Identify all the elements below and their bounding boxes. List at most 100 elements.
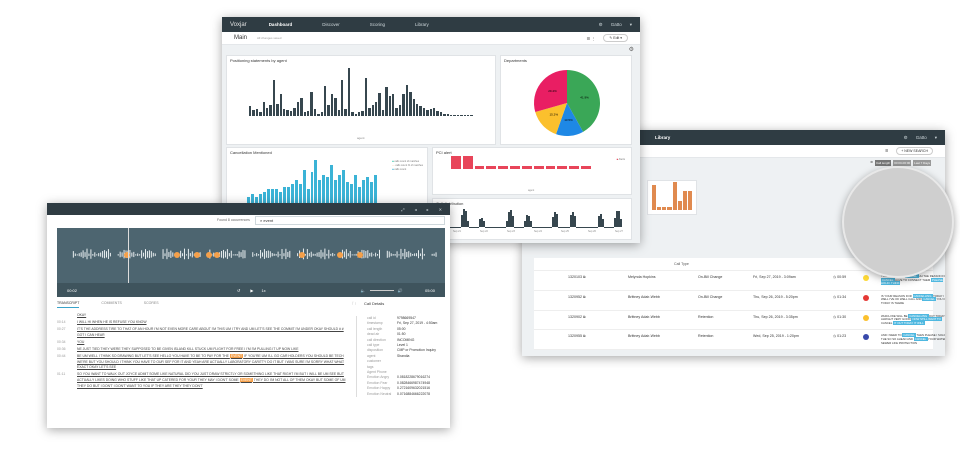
transcript-search-input[interactable]: ⌕ event bbox=[255, 216, 445, 225]
chevron-down-icon[interactable]: ▾ bbox=[629, 21, 632, 27]
user-menu[interactable]: Gatto bbox=[915, 135, 927, 140]
transcript-line[interactable]: 00:36 NE JUST TIED THEY WERE THEY SUPPOSE… bbox=[57, 347, 347, 353]
occurrence-marker[interactable] bbox=[124, 252, 130, 258]
chart-bar bbox=[294, 179, 298, 204]
chart-bar bbox=[419, 106, 422, 116]
detail-key: call type bbox=[367, 343, 380, 348]
transcript-line[interactable]: 01:11 SO YOU WANT TO WALK OUT JOYCE ADMIT… bbox=[57, 372, 347, 389]
detail-row: Emotion Happy 0.2721609632021516 bbox=[357, 386, 448, 391]
playhead[interactable] bbox=[128, 228, 129, 283]
replay-icon[interactable]: ↺ bbox=[237, 287, 241, 293]
waveform[interactable]: 00:02 ↺ ▶ 1x 🔈 🔊 05:00 bbox=[57, 228, 445, 297]
occurrence-marker[interactable] bbox=[299, 252, 305, 258]
transcript-line[interactable]: OKAY bbox=[57, 313, 347, 319]
gear-icon[interactable]: ⚙ bbox=[870, 160, 873, 164]
list-icon[interactable]: ☰ bbox=[885, 149, 889, 153]
tab-comments[interactable]: COMMENTS bbox=[101, 301, 122, 305]
table-row[interactable]: 1320902 ⧉ Brittney Adair-Webb Retention Thu… bbox=[534, 311, 945, 331]
chart-bar bbox=[446, 113, 449, 116]
volume-icon[interactable]: 🔈 bbox=[360, 287, 366, 293]
chart-bar bbox=[677, 200, 682, 210]
chart-bar bbox=[317, 113, 320, 116]
waveform-bar bbox=[332, 252, 334, 257]
close-icon[interactable]: ✕ bbox=[438, 206, 442, 212]
timestamp: 00:36 bbox=[57, 346, 66, 351]
nav-dashboard[interactable]: Dashboard bbox=[268, 22, 293, 27]
waveform-graph[interactable] bbox=[57, 228, 445, 283]
search-icon: ⌕ bbox=[260, 218, 263, 223]
gear-icon[interactable]: ⚙ bbox=[598, 21, 603, 27]
waveform-bar bbox=[269, 251, 271, 258]
tab-scores[interactable]: SCORES bbox=[143, 301, 159, 305]
call-date: Thu, Sep 26, 2019 - 3:35pm bbox=[753, 314, 798, 319]
tab-transcript[interactable]: TRANSCRIPT bbox=[57, 301, 80, 308]
chart-bar bbox=[402, 94, 405, 116]
occurrence-marker[interactable] bbox=[174, 252, 180, 258]
table-row[interactable]: 1320952 ⧉ Brittney Adair-Webb On-Bill Chan… bbox=[534, 291, 945, 311]
waveform-bar bbox=[314, 253, 316, 256]
occurrence-marker[interactable] bbox=[214, 252, 220, 258]
col-call-type[interactable]: Call Type bbox=[674, 262, 689, 266]
expand-icon[interactable]: ⤢ bbox=[401, 206, 405, 212]
chart-bar bbox=[415, 104, 419, 116]
volume-slider[interactable] bbox=[369, 289, 394, 291]
filter-chip[interactable]: Last 7 Days bbox=[913, 160, 931, 166]
occurrence-marker[interactable] bbox=[337, 252, 343, 258]
table-row[interactable]: 1320955 ⧉ Brittney Adair-Webb Retention Wed… bbox=[534, 330, 945, 351]
chart-bar bbox=[381, 110, 385, 116]
chevron-down-icon[interactable]: ▾ bbox=[934, 134, 937, 140]
gear-icon[interactable]: ⚙ bbox=[903, 134, 908, 140]
chart-bar bbox=[574, 216, 577, 227]
detail-value: 9798669547 bbox=[397, 316, 416, 320]
search-highlight[interactable]: EVENT bbox=[239, 377, 253, 382]
nav-scoring[interactable]: Scoring bbox=[369, 22, 385, 27]
nav-discover[interactable]: Discover bbox=[322, 22, 340, 27]
edit-button[interactable]: ✎ Edit ▾ bbox=[603, 34, 628, 42]
chart-bar bbox=[667, 206, 672, 210]
panel-title: Positioning statements by agent bbox=[230, 58, 287, 63]
nav-library[interactable]: Library bbox=[655, 135, 671, 140]
tick-label: Sep 22 bbox=[480, 230, 488, 233]
detail-value: 0.0828466987474948 bbox=[397, 380, 430, 385]
search-highlight[interactable]: EVENT bbox=[229, 354, 244, 359]
waveform-bar bbox=[86, 248, 88, 260]
transcript-line[interactable]: 00:14 I WILL HI WHEN HE IS REFUSE YOU KNO… bbox=[57, 320, 347, 326]
waveform-bar bbox=[355, 253, 357, 256]
chart-bar bbox=[405, 84, 409, 116]
waveform-bar bbox=[412, 253, 414, 256]
snippet-text: OUT TODAY ALRIGHT VERY GOOD bbox=[881, 313, 945, 322]
prev-icon[interactable]: ◂ bbox=[414, 206, 417, 212]
gear-icon[interactable]: ⚙ bbox=[628, 47, 634, 53]
speed-button[interactable]: 1x bbox=[261, 287, 266, 293]
occurrence-marker[interactable] bbox=[357, 252, 363, 258]
user-menu[interactable]: Gatto bbox=[610, 22, 622, 27]
detail-row: Agent Phone bbox=[357, 370, 448, 375]
waveform-bar bbox=[379, 249, 380, 259]
call-type: Retention bbox=[698, 334, 714, 339]
list-icon[interactable]: ☰ ⋮ bbox=[586, 35, 596, 41]
volume-up-icon[interactable]: 🔊 bbox=[397, 287, 403, 293]
folder-icon[interactable]: 🗀 bbox=[352, 301, 356, 306]
waveform-bar bbox=[242, 249, 244, 259]
filter-chip[interactable]: Call length bbox=[874, 160, 892, 166]
waveform-bar bbox=[254, 254, 256, 256]
filter-chip[interactable]: 00:00-00:00 bbox=[893, 160, 912, 166]
play-button[interactable]: ▶ bbox=[250, 287, 254, 293]
table-row[interactable]: 1320103 ⧉ Melynda Hopkins On-Bill Change Fr… bbox=[534, 271, 945, 291]
chart-bar bbox=[347, 68, 351, 116]
occurrence-marker[interactable] bbox=[194, 252, 200, 258]
waveform-bar bbox=[135, 254, 137, 256]
nav-library[interactable]: Library bbox=[414, 22, 429, 27]
magnifier-lens bbox=[842, 166, 954, 278]
call-id: 1320103 ⧉ bbox=[568, 275, 586, 279]
occurrence-marker[interactable] bbox=[206, 252, 212, 258]
chart-bar bbox=[398, 105, 402, 116]
transcript-line[interactable]: 00:44 BE UM WELL I THINK SO DRAWING BUT L… bbox=[57, 354, 347, 371]
chart-bar bbox=[266, 189, 270, 204]
transcript-line[interactable]: 00:34 YOU bbox=[57, 340, 347, 346]
chart-bar bbox=[422, 107, 426, 116]
next-icon[interactable]: ▸ bbox=[426, 206, 429, 212]
waveform-bar bbox=[76, 254, 78, 256]
new-search-button[interactable]: + NEW SEARCH bbox=[896, 147, 933, 155]
transcript-line[interactable]: 00:27 IT'S THE ADDRESS TIRE TO THAT OF AN… bbox=[57, 327, 347, 338]
